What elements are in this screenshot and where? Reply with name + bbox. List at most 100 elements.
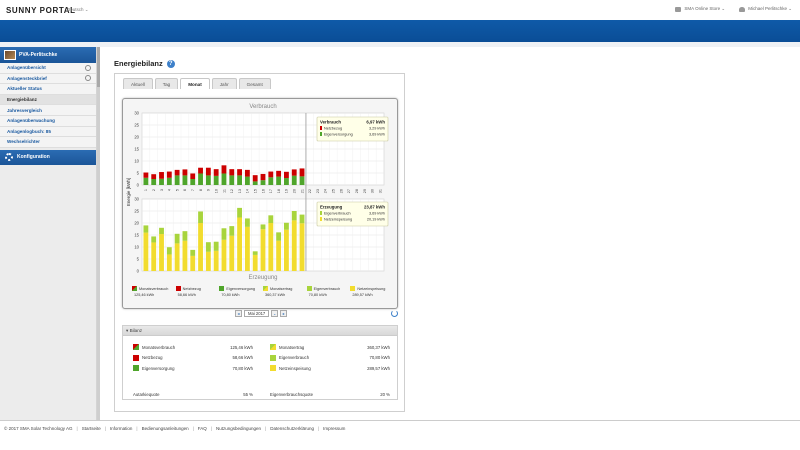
month-select[interactable]: Mai 2017 (244, 310, 270, 317)
bar-netzbezug (229, 169, 235, 176)
swatch-monatsertrag (270, 344, 276, 351)
bar-netzbezug (174, 169, 180, 176)
bilanz-generation-column: Monatsertrag 360,37 kWh Eigenverbrauch 70,… (270, 342, 390, 374)
bar-eigenverbrauch (237, 207, 243, 218)
bar-netzbezug (213, 169, 219, 176)
x-tick-label: 10 (214, 189, 218, 193)
tab-tag[interactable]: Tag (154, 78, 179, 89)
tab-monat[interactable]: Monat (180, 78, 210, 89)
bar-netzbezug (260, 173, 266, 181)
footer-link-faq[interactable]: FAQ (197, 426, 207, 431)
x-tick-label: 5 (175, 189, 179, 191)
bar-netzeinspeisung (221, 239, 227, 271)
bar-netzbezug (143, 172, 149, 178)
y-tick-label: 5 (137, 171, 140, 176)
scrollbar-thumb[interactable] (97, 47, 100, 87)
x-tick-label: 23 (316, 189, 320, 193)
top-bar: SUNNY PORTAL Deutsch ⌄ SMA Online Store … (0, 0, 800, 20)
bar-netzeinspeisung (237, 217, 243, 271)
plant-name: PVA-Perlitschke (19, 52, 58, 58)
main-content: Energiebilanz ? Aktuell Tag Monat Jahr G… (100, 47, 800, 420)
language-select[interactable]: Deutsch ⌄ (67, 7, 89, 12)
sidebar-item-anlagenueberwachung[interactable]: Anlagenüberwachung (0, 115, 96, 127)
legend-netzbezug[interactable]: Netzbezug 58,66 kWh (174, 286, 218, 306)
sidebar-item-jahresvergleich[interactable]: Jahresvergleich (0, 105, 96, 116)
sidebar-item-aktueller-status[interactable]: Aktueller Status (0, 84, 96, 95)
legend-eigenverbrauch[interactable]: Eigenverbrauch 70,80 kWh (305, 286, 349, 306)
bar-eigenversorgung (143, 177, 149, 185)
bilanz-row: Netzbezug 58,66 kWh (133, 353, 253, 364)
sidebar-item-wechselrichter[interactable]: Wechselrichter (0, 137, 96, 148)
x-tick-label: 31 (378, 189, 382, 193)
bar-netzeinspeisung (229, 235, 235, 271)
bilanz-label: Eigenverbrauch (279, 355, 310, 361)
y-axis-label: Energie [kWh] (126, 178, 131, 206)
brand-logo[interactable]: SUNNY PORTAL (6, 6, 76, 15)
bar-eigenverbrauch (174, 233, 180, 244)
y-tick-label: 0 (137, 183, 140, 188)
tab-aktuell[interactable]: Aktuell (123, 78, 153, 89)
x-tick-label: 13 (238, 189, 242, 193)
footer-separator: | (192, 426, 194, 431)
tab-gesamt[interactable]: Gesamt (238, 78, 271, 89)
y-tick-label: 30 (134, 197, 139, 202)
bilanz-value: 58,66 kWh (232, 355, 253, 361)
bar-netzeinspeisung (182, 240, 188, 271)
bar-eigenverbrauch (159, 227, 164, 235)
bar-netzeinspeisung (166, 254, 172, 271)
bar-eigenverbrauch (291, 211, 297, 221)
settings-icon[interactable] (85, 75, 91, 82)
y-tick-label: 5 (137, 257, 140, 262)
settings-icon[interactable] (85, 64, 91, 71)
footer-link-information[interactable]: Information (109, 426, 133, 431)
sidebar-item-label: Energiebilanz (7, 97, 37, 103)
swatch-netzeinspeisung (270, 365, 276, 372)
y-tick-label: 25 (134, 209, 139, 214)
store-link[interactable]: SMA Online Store ⌄ (675, 6, 725, 12)
generation-tooltip-value: 20,19 kWh (367, 218, 385, 222)
month-pager: ◂ Mai 2017 ⌄ ▸ (235, 310, 288, 317)
user-menu[interactable]: Michael Perlitschke ⌄ (739, 6, 792, 12)
legend-netzeinspeisung[interactable]: Netzeinspeisung 289,57 kWh (348, 286, 392, 306)
consumption-tooltip-value: 3,69 kWh (369, 133, 385, 137)
footer-link-imprint[interactable]: Impressum (323, 426, 346, 431)
sidebar-item-anlagensteckbrief[interactable]: Anlagensteckbrief (0, 73, 96, 85)
bilanz-header[interactable]: ▾ Bilanz (123, 326, 397, 336)
sidebar-item-anlagenlogbuch[interactable]: Anlagenlogbuch: 85 (0, 126, 96, 138)
user-name: Michael Perlitschke ⌄ (748, 6, 792, 11)
prev-month-button[interactable]: ◂ (235, 310, 242, 317)
bilanz-value: 125,46 kWh (230, 344, 253, 350)
sidebar-item-energiebilanz[interactable]: Energiebilanz (0, 94, 96, 106)
bar-netzeinspeisung (260, 229, 266, 271)
help-icon[interactable]: ? (166, 59, 175, 68)
tab-jahr[interactable]: Jahr (211, 78, 237, 89)
x-tick-label: 7 (191, 189, 195, 191)
bar-netzeinspeisung (252, 254, 258, 271)
bar-netzbezug (198, 167, 203, 174)
sidebar-scrollbar[interactable] (97, 47, 100, 420)
footer-link-startseite[interactable]: Startseite (81, 426, 101, 431)
y-tick-label: 10 (134, 245, 139, 250)
x-tick-label: 27 (347, 189, 351, 193)
chart-svg: 005510101515202025253030VerbrauchErzeugu… (126, 104, 389, 281)
bilanz-label: Netzbezug (142, 355, 163, 361)
legend-monatsertrag[interactable]: Monatsertrag 360,37 kWh (261, 286, 305, 306)
month-dropdown-button[interactable]: ⌄ (271, 310, 279, 317)
refresh-icon[interactable] (391, 310, 398, 317)
bilanz-row: Monatsverbrauch 125,46 kWh (133, 342, 253, 353)
footer-link-manuals[interactable]: Bedienungsanleitungen (141, 426, 189, 431)
bilanz-row: Monatsertrag 360,37 kWh (270, 342, 390, 353)
legend-label: Eigenversorgung (226, 286, 256, 291)
next-month-button[interactable]: ▸ (280, 310, 288, 317)
legend-monatsverbrauch[interactable]: Monatsverbrauch 125,46 kWh (130, 286, 174, 306)
footer-link-privacy[interactable]: Datenschutzerklärung (270, 426, 314, 431)
sidebar-plant-header[interactable]: PVA-Perlitschke (0, 47, 96, 63)
sidebar-item-anlagenuebersicht[interactable]: Anlagenübersicht (0, 63, 96, 74)
legend-eigenversorgung[interactable]: Eigenversorgung 70,80 kWh (217, 286, 261, 306)
sidebar-configuration[interactable]: Konfiguration (0, 149, 96, 165)
bilanz-row: Netzeinspeisung 289,57 kWh (270, 363, 390, 374)
footer-separator: | (210, 426, 212, 431)
footer-link-terms[interactable]: Nutzungsbedingungen (215, 426, 262, 431)
bar-netzbezug (276, 170, 282, 177)
bar-netzbezug (244, 169, 250, 177)
